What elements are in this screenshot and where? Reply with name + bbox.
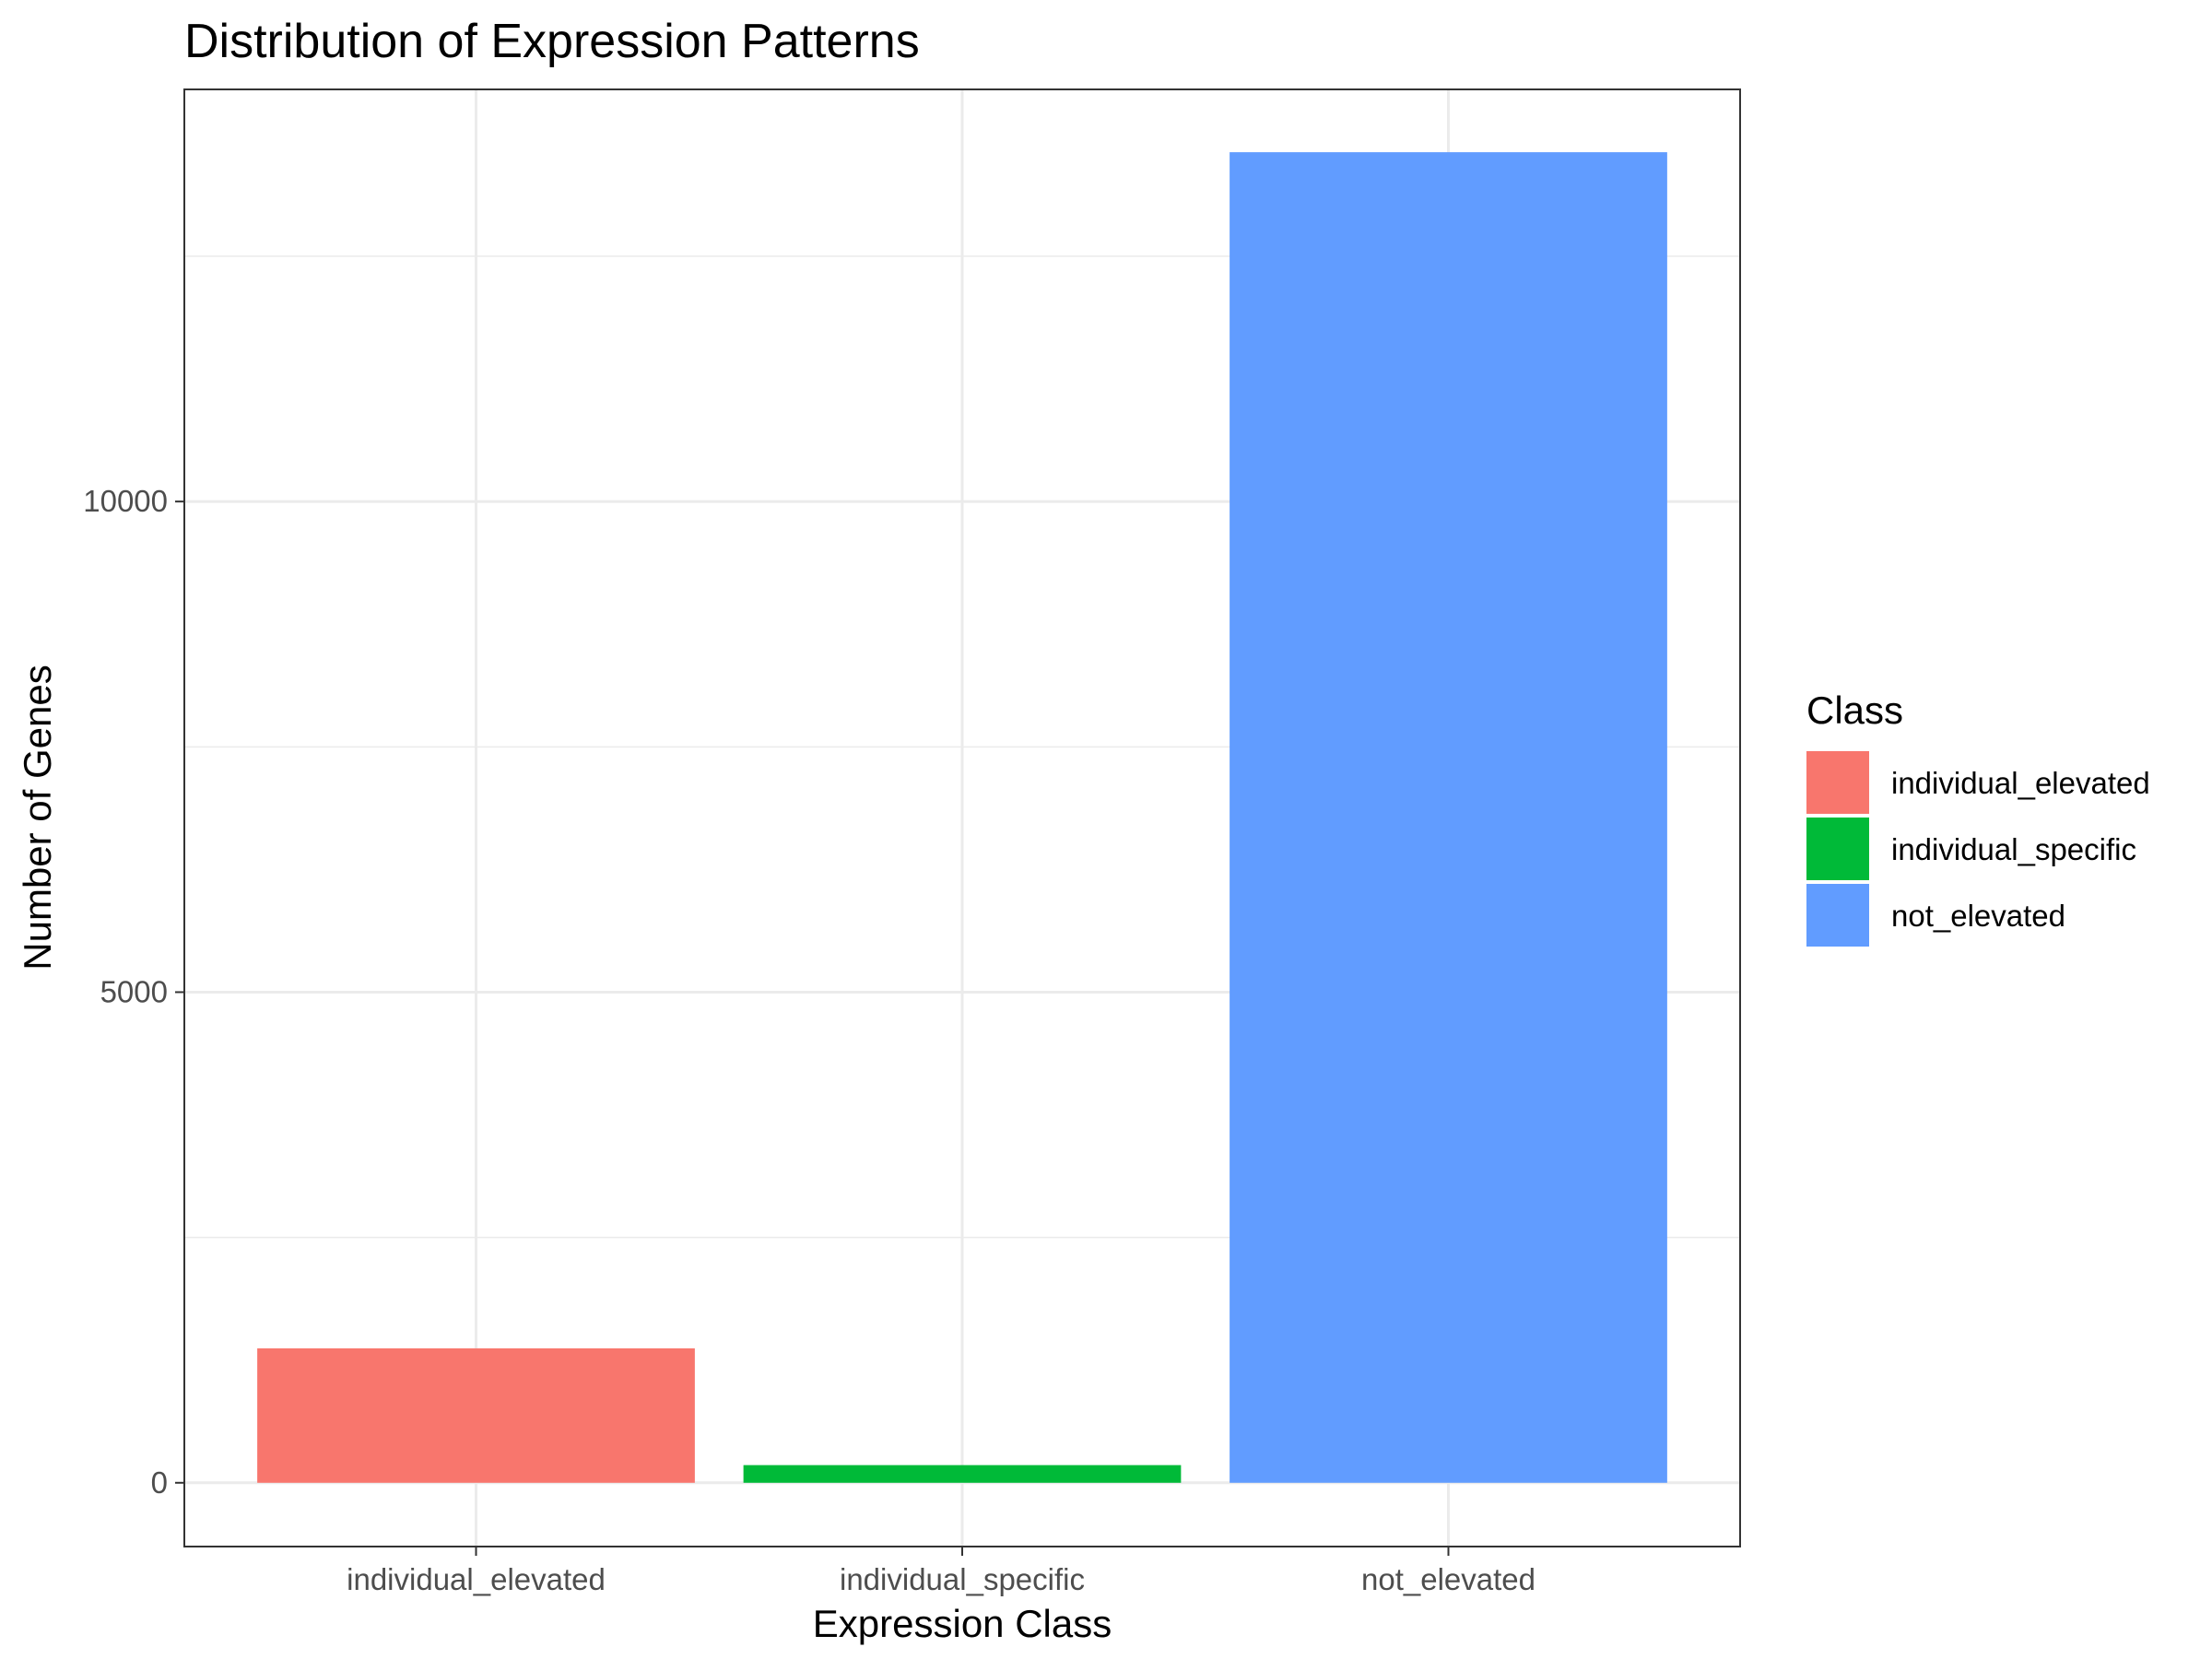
x-tick-label: individual_elevated xyxy=(347,1562,606,1596)
legend-title: Class xyxy=(1806,688,1903,732)
bar-individual-elevated xyxy=(257,1347,695,1483)
y-tick-label: 0 xyxy=(151,1465,168,1500)
y-tick-label: 5000 xyxy=(100,974,168,1008)
chart-title: Distribution of Expression Patterns xyxy=(184,15,920,68)
y-tick-label: 10000 xyxy=(83,484,168,518)
y-axis-title: Number of Genes xyxy=(16,665,59,971)
legend-label: individual_specific xyxy=(1891,832,2136,866)
legend-label: individual_elevated xyxy=(1891,766,2150,800)
legend: Class individual_elevated individual_spec… xyxy=(1806,688,2150,947)
x-axis-title: Expression Class xyxy=(813,1602,1112,1645)
bar-not-elevated xyxy=(1230,152,1667,1483)
bar-individual-specific xyxy=(743,1465,1182,1483)
x-tick-label: individual_specific xyxy=(840,1562,1085,1596)
legend-key-individual-elevated xyxy=(1806,751,1869,814)
legend-key-not-elevated xyxy=(1806,884,1869,947)
bars xyxy=(257,152,1667,1483)
axis-ticks: 0 5000 10000 individual_elevated individual_… xyxy=(83,484,1535,1596)
legend-label: not_elevated xyxy=(1891,899,2065,933)
legend-key-individual-specific xyxy=(1806,818,1869,880)
x-tick-label: not_elevated xyxy=(1361,1562,1535,1596)
